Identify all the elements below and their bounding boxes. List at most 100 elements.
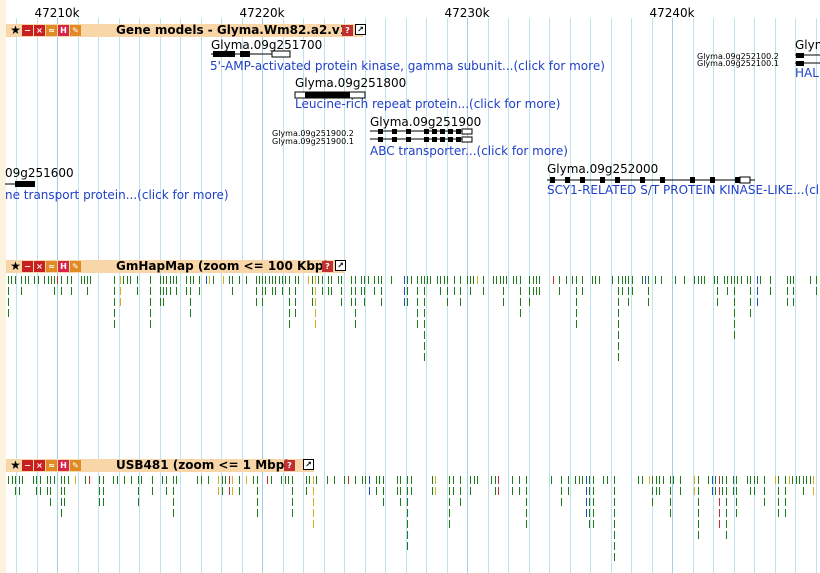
close-icon[interactable]: × (34, 460, 45, 471)
variant-tick-gmhapmap (229, 276, 230, 284)
help-icon[interactable]: ? (342, 25, 353, 36)
variant-tick-gmhapmap (21, 287, 22, 295)
variant-tick-gmhapmap (71, 276, 72, 284)
variant-tick-gmhapmap (163, 276, 164, 284)
help-icon[interactable]: ? (284, 460, 295, 471)
variant-tick-gmhapmap (137, 287, 138, 295)
variant-tick-gmhapmap (741, 276, 742, 284)
variant-tick-usb481 (491, 476, 492, 484)
variant-tick-usb481 (589, 487, 590, 495)
variant-tick-gmhapmap (11, 276, 12, 284)
variant-tick-gmhapmap (407, 298, 408, 306)
variant-tick-usb481 (309, 476, 310, 484)
variant-tick-usb481 (313, 476, 314, 484)
popout-icon[interactable]: ↗ (303, 459, 314, 470)
variant-tick-gmhapmap (25, 276, 26, 284)
variant-tick-gmhapmap (295, 287, 296, 295)
variant-tick-usb481 (799, 476, 800, 484)
variant-tick-usb481 (670, 476, 671, 484)
popout-icon[interactable]: ↗ (355, 24, 366, 35)
variant-tick-gmhapmap (289, 287, 290, 295)
variant-tick-gmhapmap (374, 287, 375, 295)
gene-name-251600[interactable]: 09g251600 (5, 166, 74, 180)
gene-name-251900[interactable]: Glyma.09g251900 (370, 115, 482, 129)
star-icon[interactable]: ★ (10, 259, 21, 273)
variant-tick-gmhapmap (298, 276, 299, 284)
variant-tick-gmhapmap (454, 287, 455, 295)
variant-tick-gmhapmap (421, 276, 422, 284)
exon (660, 177, 665, 183)
variant-tick-gmhapmap (460, 298, 461, 306)
exon (565, 177, 570, 183)
variant-tick-usb481 (344, 476, 345, 484)
variant-tick-usb481 (313, 487, 314, 495)
gene-desc-251600[interactable]: ne transport protein...(click for more) (5, 188, 229, 202)
close-icon[interactable]: × (34, 25, 45, 36)
track-header-gene-models[interactable]: ★ − × ≈ H ✎ Gene models - Glyma.Wm82.a2.… (6, 23, 366, 37)
variant-tick-usb481 (715, 487, 716, 495)
gene-desc-251700[interactable]: 5'-AMP-activated protein kinase, gamma s… (210, 59, 605, 73)
track-header-gmhapmap[interactable]: ★ − × ≈ H ✎ GmHapMap (zoom <= 100 Kbp) ?… (6, 259, 346, 273)
variant-tick-usb481 (141, 476, 142, 484)
variant-tick-gmhapmap (787, 287, 788, 295)
variant-tick-gmhapmap (496, 276, 497, 284)
gene-name-251700[interactable]: Glyma.09g251700 (211, 38, 323, 52)
variant-tick-gmhapmap (750, 276, 751, 284)
minimize-icon[interactable]: − (22, 25, 33, 36)
gene-desc-251900[interactable]: ABC transporter...(click for more) (370, 144, 568, 158)
isoform-label-252100-2[interactable]: Glyma.09g252100.2 (697, 52, 779, 61)
rss-icon[interactable]: ≈ (46, 261, 57, 272)
variant-tick-usb481 (257, 509, 258, 517)
gene-desc-252000[interactable]: SCY1-RELATED S/T PROTEIN KINASE-LIKE...(… (547, 183, 820, 197)
variant-tick-usb481 (754, 487, 755, 495)
variant-tick-gmhapmap (790, 276, 791, 284)
variant-tick-gmhapmap (351, 276, 352, 284)
histogram-icon[interactable]: H (58, 261, 69, 272)
variant-tick-gmhapmap (701, 276, 702, 284)
gene-name-251800[interactable]: Glyma.09g251800 (295, 76, 407, 90)
gene-desc-251800[interactable]: Leucine-rich repeat protein...(click for… (295, 97, 561, 111)
variant-tick-usb481 (680, 476, 681, 484)
position-ruler[interactable]: 47210k 47220k 47230k 47240k (0, 0, 820, 22)
variant-tick-gmhapmap (582, 276, 583, 284)
isoform-label-251900-2[interactable]: Glyma.09g251900.2 (272, 129, 354, 138)
gene-name-252000[interactable]: Glyma.09g252000 (547, 162, 659, 176)
gene-desc-252100[interactable]: HAL (795, 66, 819, 80)
wrench-icon[interactable]: ✎ (70, 460, 81, 471)
exon (448, 129, 453, 134)
wrench-icon[interactable]: ✎ (70, 261, 81, 272)
variant-tick-gmhapmap (190, 298, 191, 306)
variant-tick-gmhapmap (84, 276, 85, 284)
histogram-icon[interactable]: H (58, 25, 69, 36)
variant-tick-gmhapmap (331, 287, 332, 295)
variant-tick-gmhapmap (114, 287, 115, 295)
variant-tick-gmhapmap (322, 276, 323, 284)
variant-tick-gmhapmap (734, 276, 735, 284)
minimize-icon[interactable]: − (22, 261, 33, 272)
isoform-label-252100-1[interactable]: Glyma.09g252100.1 (697, 59, 779, 68)
popout-icon[interactable]: ↗ (335, 260, 346, 271)
variant-tick-usb481 (50, 476, 51, 484)
star-icon[interactable]: ★ (10, 458, 21, 472)
variant-tick-gmhapmap (272, 276, 273, 284)
variant-tick-usb481 (813, 476, 814, 484)
variant-tick-usb481 (15, 487, 16, 495)
track-header-usb481[interactable]: ★ − × ≈ H ✎ USB481 (zoom <= 1 Mbp) ? ↗ (6, 459, 314, 472)
variant-tick-gmhapmap (289, 276, 290, 284)
minimize-icon[interactable]: − (22, 460, 33, 471)
star-icon[interactable]: ★ (10, 23, 21, 37)
gene-name-252100[interactable]: Glym (795, 38, 820, 52)
variant-tick-gmhapmap (166, 276, 167, 284)
histogram-icon[interactable]: H (58, 460, 69, 471)
rss-icon[interactable]: ≈ (46, 460, 57, 471)
isoform-label-251900-1[interactable]: Glyma.09g251900.1 (272, 137, 354, 146)
rss-icon[interactable]: ≈ (46, 25, 57, 36)
variant-tick-usb481 (313, 498, 314, 506)
close-icon[interactable]: × (34, 261, 45, 272)
variant-tick-gmhapmap (440, 276, 441, 284)
wrench-icon[interactable]: ✎ (70, 25, 81, 36)
variant-tick-usb481 (726, 487, 727, 495)
variant-tick-usb481 (246, 476, 247, 484)
variant-tick-gmhapmap (770, 276, 771, 284)
help-icon[interactable]: ? (322, 261, 333, 272)
